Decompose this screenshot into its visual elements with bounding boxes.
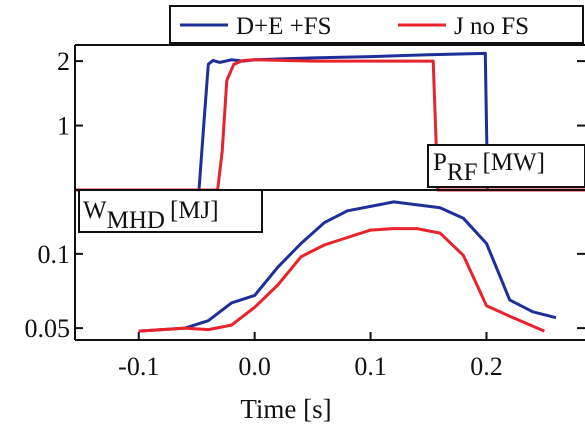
bottom-y-tick-label: 0.1: [38, 240, 71, 269]
top-series-line-2: [75, 58, 585, 192]
bottom-panel-label-main: W: [83, 197, 107, 224]
top-y-tick-label: 2: [57, 47, 70, 76]
legend-box: [169, 5, 584, 44]
top-panel-label-box: [427, 144, 585, 188]
top-panel-label: PRF [MW]: [427, 144, 585, 188]
bottom-series: [138, 200, 557, 333]
bottom-series-line-2: [138, 227, 545, 333]
legend-label-series-1: D+E +FS: [236, 13, 332, 40]
bottom-y-tick-label: 0.05: [25, 314, 71, 343]
top-panel-label-unit: [MW]: [483, 149, 545, 176]
top-panel-label-sub: RF: [447, 159, 478, 186]
svg-text:PRF[MW]: PRF [MW]: [433, 149, 545, 186]
bottom-y-ticks: 0.05 0.1: [25, 240, 585, 343]
bottom-series-line-1: [138, 200, 557, 333]
top-y-tick-label: 1: [57, 112, 70, 141]
x-tick-label: 0.1: [354, 352, 387, 381]
x-tick-label: 0.0: [238, 352, 271, 381]
bottom-panel-label-sub: MHD: [107, 207, 165, 234]
bottom-panel-label-unit: [MJ]: [170, 197, 219, 224]
x-tick-label: 0.2: [470, 352, 503, 381]
top-panel: 12 PRF [MW]: [57, 44, 585, 340]
x-axis-title: Time [s]: [240, 394, 331, 424]
legend: D+E +FS J no FS: [169, 5, 584, 44]
bottom-panel-label: WMHD [MJ]: [78, 189, 263, 234]
top-panel-label-main: P: [433, 149, 447, 176]
top-y-ticks: 12: [57, 47, 585, 141]
svg-text:WMHD[MJ]: WMHD [MJ]: [83, 197, 219, 234]
x-ticks: -0.1 0.0 0.1 0.2: [118, 332, 503, 381]
bottom-panel: 0.05 0.1 -0.1 0.0 0.1 0.2 WMHD [MJ]: [25, 189, 585, 381]
bottom-panel-label-box: [78, 189, 263, 233]
legend-label-series-2: J no FS: [454, 13, 529, 40]
x-tick-label: -0.1: [118, 352, 159, 381]
